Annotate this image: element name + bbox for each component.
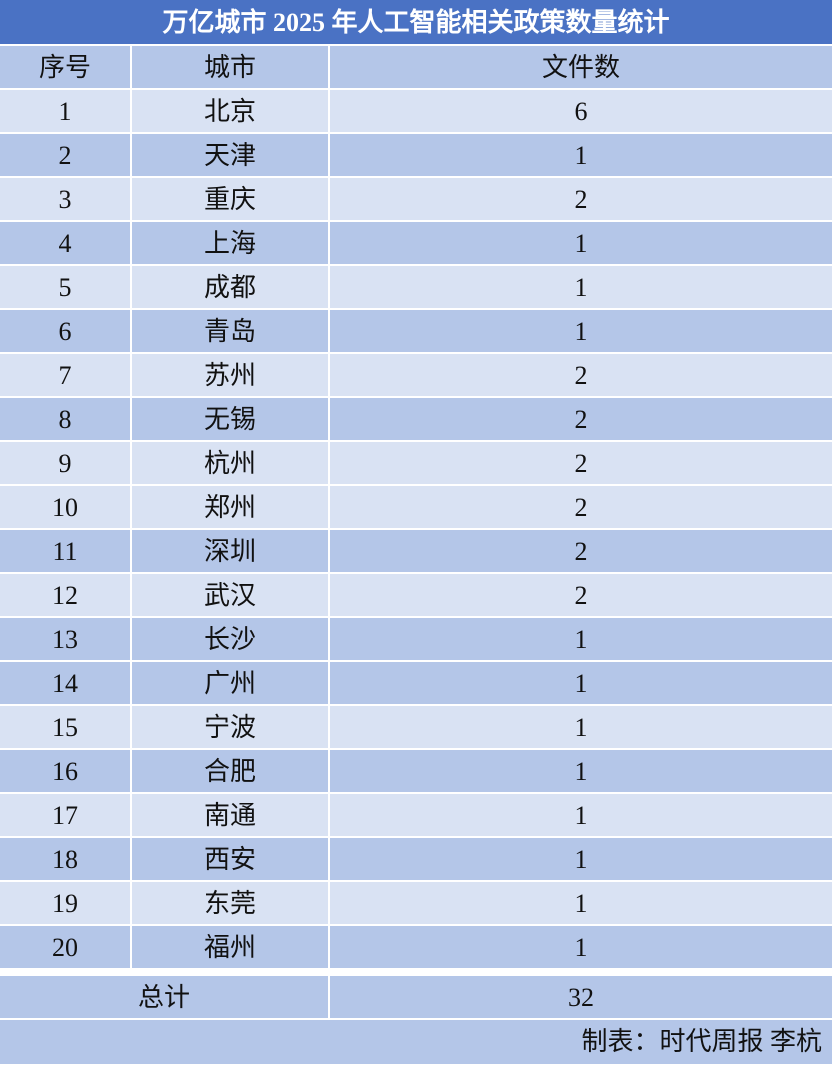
row-count: 1 xyxy=(330,310,832,352)
row-index: 9 xyxy=(0,442,130,484)
row-city: 宁波 xyxy=(132,706,328,748)
table-title: 万亿城市 2025 年人工智能相关政策数量统计 xyxy=(0,0,832,44)
table-row: 14 广州 1 xyxy=(0,662,832,704)
table-row: 5 成都 1 xyxy=(0,266,832,308)
table-row: 4 上海 1 xyxy=(0,222,832,264)
header-city: 城市 xyxy=(132,46,328,88)
header-index: 序号 xyxy=(0,46,130,88)
row-city: 深圳 xyxy=(132,530,328,572)
row-count: 6 xyxy=(330,90,832,132)
header-row: 序号 城市 文件数 xyxy=(0,46,832,88)
row-index: 10 xyxy=(0,486,130,528)
row-count: 1 xyxy=(330,926,832,968)
row-count: 2 xyxy=(330,530,832,572)
table-row: 18 西安 1 xyxy=(0,838,832,880)
row-index: 12 xyxy=(0,574,130,616)
row-index: 20 xyxy=(0,926,130,968)
footer-credit-text: 制表：时代周报 李杭 xyxy=(581,1027,822,1056)
row-count: 2 xyxy=(330,354,832,396)
row-city: 广州 xyxy=(132,662,328,704)
row-count: 2 xyxy=(330,486,832,528)
row-city: 郑州 xyxy=(132,486,328,528)
row-city: 长沙 xyxy=(132,618,328,660)
table-row: 9 杭州 2 xyxy=(0,442,832,484)
row-index: 5 xyxy=(0,266,130,308)
row-index: 2 xyxy=(0,134,130,176)
row-index: 16 xyxy=(0,750,130,792)
table-row: 1 北京 6 xyxy=(0,90,832,132)
row-count: 2 xyxy=(330,574,832,616)
row-city: 福州 xyxy=(132,926,328,968)
table-row: 20 福州 1 xyxy=(0,926,832,968)
row-index: 15 xyxy=(0,706,130,748)
row-count: 1 xyxy=(330,134,832,176)
row-city: 天津 xyxy=(132,134,328,176)
table-row: 6 青岛 1 xyxy=(0,310,832,352)
row-city: 上海 xyxy=(132,222,328,264)
header-count: 文件数 xyxy=(330,46,832,88)
row-city: 苏州 xyxy=(132,354,328,396)
row-city: 北京 xyxy=(132,90,328,132)
table-row: 12 武汉 2 xyxy=(0,574,832,616)
row-index: 8 xyxy=(0,398,130,440)
table-row: 2 天津 1 xyxy=(0,134,832,176)
table-row: 19 东莞 1 xyxy=(0,882,832,924)
row-city: 南通 xyxy=(132,794,328,836)
row-index: 7 xyxy=(0,354,130,396)
row-city: 合肥 xyxy=(132,750,328,792)
table-row: 17 南通 1 xyxy=(0,794,832,836)
row-index: 3 xyxy=(0,178,130,220)
row-city: 东莞 xyxy=(132,882,328,924)
row-index: 1 xyxy=(0,90,130,132)
table-row: 7 苏州 2 xyxy=(0,354,832,396)
row-count: 1 xyxy=(330,266,832,308)
total-value: 32 xyxy=(330,976,832,1018)
row-count: 1 xyxy=(330,662,832,704)
row-city: 西安 xyxy=(132,838,328,880)
row-count: 1 xyxy=(330,706,832,748)
row-index: 11 xyxy=(0,530,130,572)
table-row: 10 郑州 2 xyxy=(0,486,832,528)
footer-credit: 制表：时代周报 李杭 xyxy=(0,1020,832,1064)
table-row: 13 长沙 1 xyxy=(0,618,832,660)
row-city: 杭州 xyxy=(132,442,328,484)
total-row: 总计 32 xyxy=(0,976,832,1018)
row-count: 1 xyxy=(330,222,832,264)
row-city: 重庆 xyxy=(132,178,328,220)
table-row: 15 宁波 1 xyxy=(0,706,832,748)
row-index: 18 xyxy=(0,838,130,880)
row-city: 武汉 xyxy=(132,574,328,616)
row-count: 1 xyxy=(330,750,832,792)
row-count: 2 xyxy=(330,178,832,220)
row-count: 2 xyxy=(330,442,832,484)
row-index: 13 xyxy=(0,618,130,660)
row-city: 成都 xyxy=(132,266,328,308)
row-index: 4 xyxy=(0,222,130,264)
row-index: 6 xyxy=(0,310,130,352)
row-index: 19 xyxy=(0,882,130,924)
row-city: 青岛 xyxy=(132,310,328,352)
total-label: 总计 xyxy=(0,976,328,1018)
row-count: 2 xyxy=(330,398,832,440)
table-row: 8 无锡 2 xyxy=(0,398,832,440)
row-city: 无锡 xyxy=(132,398,328,440)
row-count: 1 xyxy=(330,882,832,924)
row-index: 14 xyxy=(0,662,130,704)
row-count: 1 xyxy=(330,618,832,660)
table-row: 3 重庆 2 xyxy=(0,178,832,220)
row-count: 1 xyxy=(330,838,832,880)
row-index: 17 xyxy=(0,794,130,836)
table-row: 16 合肥 1 xyxy=(0,750,832,792)
row-count: 1 xyxy=(330,794,832,836)
table-row: 11 深圳 2 xyxy=(0,530,832,572)
